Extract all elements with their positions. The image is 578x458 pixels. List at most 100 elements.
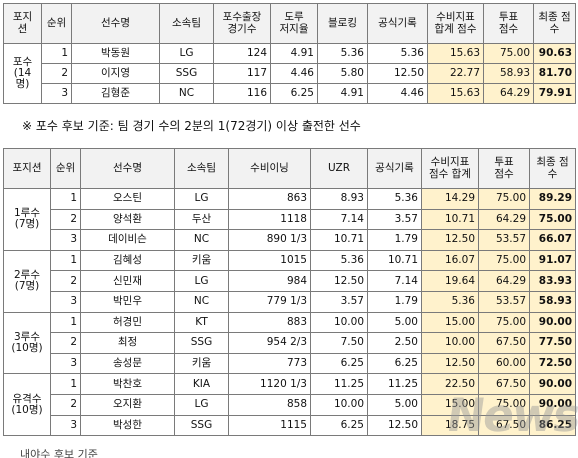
data-cell: 1.79	[367, 290, 422, 313]
data-cell: 3	[50, 352, 81, 375]
data-cell: 박민우	[80, 290, 175, 313]
data-cell: 10.00	[310, 311, 368, 334]
data-cell: 22.50	[421, 373, 479, 395]
data-cell: 1015	[228, 249, 311, 272]
data-cell: 4.91	[317, 83, 368, 104]
header-cell: 포지션	[3, 148, 51, 189]
data-cell: 10.71	[310, 229, 368, 251]
table-row: 2 이지영 SSG 117 4.46 5.80 12.50 22.77 58.93 81.70	[4, 63, 576, 84]
data-cell: 이지영	[71, 63, 160, 84]
position-cell: 1루수 (7명)	[3, 188, 51, 251]
data-cell: 19.64	[421, 270, 479, 292]
data-cell: 79.91	[533, 83, 576, 104]
data-cell: LG	[159, 43, 214, 64]
data-cell: 2	[41, 63, 72, 84]
data-cell: 신민재	[80, 270, 175, 292]
data-cell: 3.57	[310, 290, 368, 313]
data-cell: 5.36	[310, 249, 368, 272]
data-cell: 18.75	[421, 414, 479, 437]
header-cell: 공식기록	[367, 3, 428, 44]
data-cell: 10.00	[421, 332, 479, 354]
data-cell: LG	[174, 393, 229, 416]
table-row: 1루수 (7명) 1 오스틴 LG 863 8.93 5.36 14.29 75.00 89.29	[3, 188, 576, 251]
data-cell: 김형준	[71, 83, 160, 104]
data-cell: 3	[50, 229, 81, 251]
data-cell: 10.71	[421, 208, 479, 231]
data-cell: 1	[50, 311, 81, 334]
header-cell: 선수명	[71, 3, 160, 44]
data-cell: 4.46	[270, 63, 318, 84]
data-cell: 90.00	[529, 373, 576, 395]
data-cell: LG	[174, 270, 229, 292]
data-cell: 5.36	[367, 188, 422, 210]
data-cell: 90.63	[533, 43, 576, 64]
header-cell: 수비지표 합계 점수	[427, 3, 484, 44]
position-cell: 3루수 (10명)	[3, 311, 51, 375]
table-header-row: 포지션 순위 선수명 소속팀 수비이닝 UZR 공식기록 수비지표 점수 합계 투표 점수 최종 …	[3, 148, 576, 189]
data-cell: 1.79	[367, 229, 422, 251]
data-cell: 890 1/3	[228, 229, 311, 251]
table-row: 2 오지환 LG 858 10.00 5.00 15.00 75.00 90.00	[4, 393, 576, 416]
header-cell: 소속팀	[174, 148, 229, 189]
data-cell: 양석환	[80, 208, 175, 231]
data-cell: 2	[50, 332, 81, 354]
data-cell: 5.36	[367, 43, 428, 64]
data-cell: 6.25	[270, 83, 318, 104]
data-cell: 984	[228, 270, 311, 292]
data-cell: NC	[159, 83, 214, 104]
header-cell: 투표 점수	[478, 148, 530, 189]
data-cell: 박찬호	[80, 373, 175, 395]
data-cell: 67.50	[478, 332, 530, 354]
data-cell: 91.07	[529, 249, 576, 272]
data-cell: 김혜성	[80, 249, 175, 272]
header-cell: 블로킹	[317, 3, 368, 44]
data-cell: 75.00	[529, 208, 576, 231]
data-cell: 12.50	[421, 229, 479, 251]
data-cell: 773	[228, 352, 311, 375]
watermark-logo: Newsia	[443, 388, 578, 442]
data-cell: 2	[50, 208, 81, 231]
data-cell: 66.07	[529, 229, 576, 251]
data-cell: 2.50	[367, 332, 422, 354]
header-cell: 투표 점수	[483, 3, 534, 44]
data-cell: 75.00	[478, 249, 530, 272]
data-cell: 7.14	[310, 208, 368, 231]
table-row: 3 송성문 키움 773 6.25 6.25 12.50 60.00 72.50	[4, 352, 576, 375]
data-cell: 15.00	[421, 311, 479, 334]
data-cell: KIA	[174, 373, 229, 395]
data-cell: 64.29	[478, 208, 530, 231]
table-header-row: 포지 션 순위 선수명 소속팀 포수출장 경기수 도루 저지율 블로킹 공식기록 수비지표 합계…	[3, 3, 576, 44]
data-cell: 81.70	[533, 63, 576, 84]
data-cell: NC	[174, 290, 229, 313]
data-cell: 키움	[174, 352, 229, 375]
data-cell: 12.50	[421, 352, 479, 375]
data-cell: 7.50	[310, 332, 368, 354]
infield-criteria-note-cut: 내야수 후보 기준	[20, 448, 98, 458]
header-cell: 공식기록	[367, 148, 422, 189]
table-row: 2루수 (7명) 1 김혜성 키움 1015 5.36 10.71 16.07 75.00 91.…	[3, 249, 576, 313]
table-row: 유격수 (10명) 1 박찬호 KIA 1120 1/3 11.25 11.25 22.50 6…	[3, 373, 576, 437]
data-cell: 12.50	[367, 414, 422, 437]
data-cell: NC	[174, 229, 229, 251]
data-cell: 1	[41, 43, 72, 64]
data-cell: 67.50	[478, 414, 530, 437]
data-cell: 3	[41, 83, 72, 104]
data-cell: 5.36	[317, 43, 368, 64]
data-cell: 15.00	[421, 393, 479, 416]
data-cell: 72.50	[529, 352, 576, 375]
data-cell: 2	[50, 393, 81, 416]
data-cell: 83.93	[529, 270, 576, 292]
data-cell: 1120 1/3	[228, 373, 311, 395]
table-row: 2 양석환 두산 1118 7.14 3.57 10.71 64.29 75.00	[4, 208, 576, 231]
position-cell: 2루수 (7명)	[3, 249, 51, 313]
table-row: 3 박민우 NC 779 1/3 3.57 1.79 5.36 53.57 58.93	[4, 290, 576, 313]
data-cell: 779 1/3	[228, 290, 311, 313]
data-cell: 12.50	[367, 63, 428, 84]
data-cell: 15.63	[427, 83, 484, 104]
data-cell: 58.93	[483, 63, 534, 84]
data-cell: 5.00	[367, 311, 422, 334]
table-row: 3루수 (10명) 1 허경민 KT 883 10.00 5.00 15.00 75.00 90.…	[3, 311, 576, 375]
data-cell: 1	[50, 188, 81, 210]
header-cell: UZR	[310, 148, 368, 189]
data-cell: 64.29	[478, 270, 530, 292]
